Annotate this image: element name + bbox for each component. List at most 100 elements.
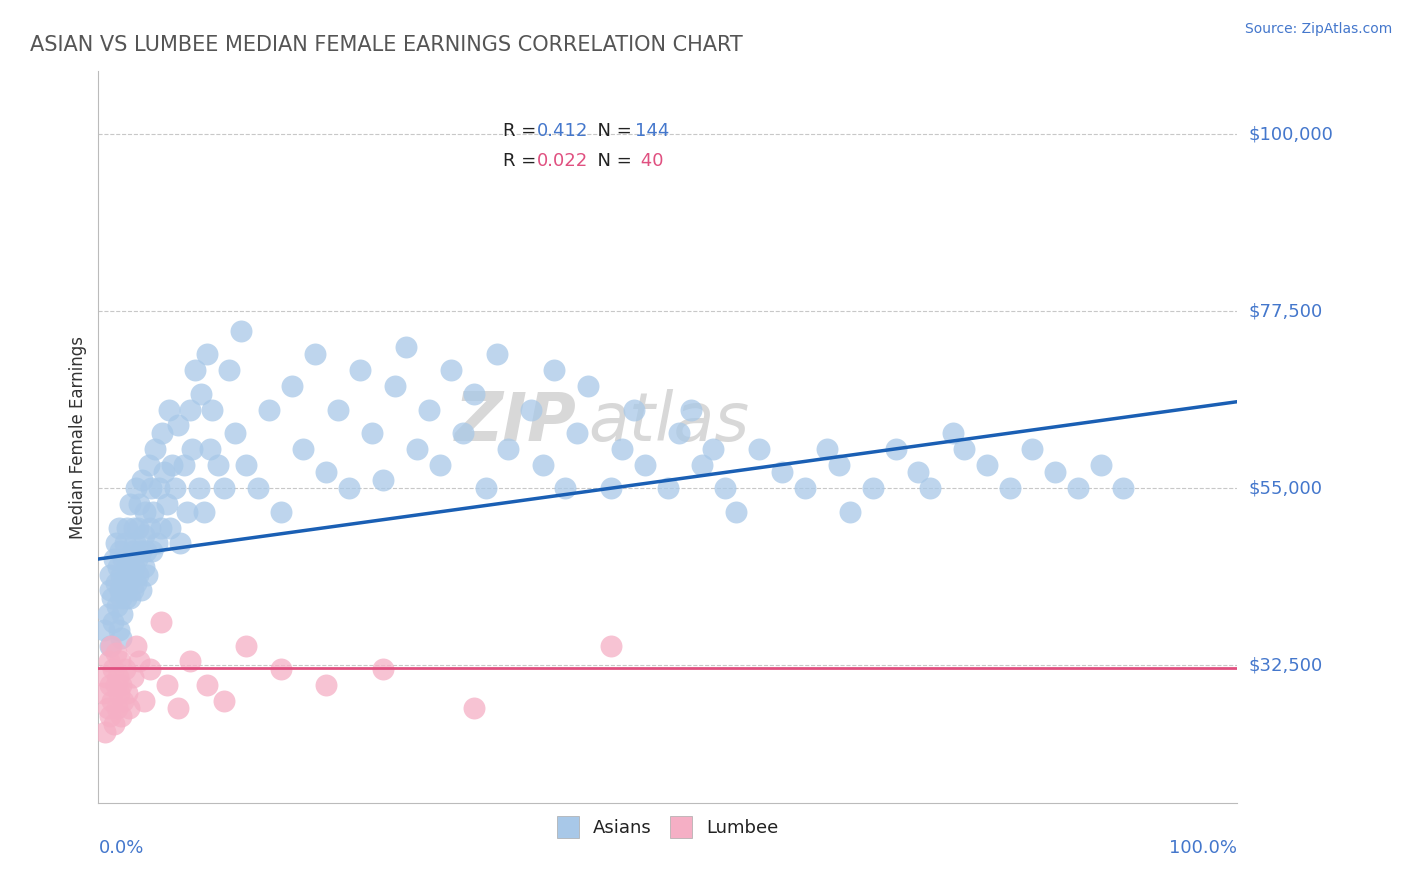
Point: [942, 426, 965, 441]
Point: [150, 615, 173, 629]
Point: [167, 701, 190, 715]
Text: 0.022: 0.022: [537, 152, 588, 169]
Point: [229, 324, 252, 338]
Point: [131, 473, 153, 487]
Point: [121, 583, 143, 598]
Point: [98, 678, 121, 692]
Text: R =: R =: [503, 152, 541, 169]
Point: [125, 481, 148, 495]
Point: [998, 481, 1021, 495]
Point: [103, 662, 125, 676]
Point: [110, 678, 132, 692]
Point: [349, 363, 371, 377]
Point: [145, 536, 167, 550]
Point: [100, 639, 122, 653]
Point: [138, 458, 160, 472]
Point: [748, 442, 770, 456]
Point: [110, 567, 132, 582]
Point: [127, 552, 149, 566]
Point: [576, 379, 599, 393]
Point: [281, 379, 304, 393]
Point: [839, 505, 862, 519]
Point: [132, 528, 155, 542]
Point: [107, 559, 129, 574]
Point: [110, 709, 132, 723]
Point: [145, 442, 167, 456]
Point: [702, 442, 724, 456]
Point: [326, 402, 349, 417]
Text: $32,500: $32,500: [1249, 657, 1323, 674]
Point: [104, 536, 127, 550]
Point: [107, 670, 129, 684]
Point: [114, 536, 136, 550]
Text: R =: R =: [503, 122, 541, 140]
Point: [440, 363, 463, 377]
Point: [531, 458, 554, 472]
Point: [115, 559, 138, 574]
Point: [96, 670, 118, 684]
Point: [815, 442, 838, 456]
Point: [150, 426, 173, 441]
Point: [371, 662, 394, 676]
Point: [184, 363, 207, 377]
Text: 0.0%: 0.0%: [98, 839, 143, 857]
Point: [198, 442, 221, 456]
Point: [108, 654, 131, 668]
Point: [121, 670, 143, 684]
Point: [132, 559, 155, 574]
Point: [623, 402, 645, 417]
Point: [429, 458, 451, 472]
Point: [101, 591, 124, 606]
Text: 40: 40: [636, 152, 664, 169]
Point: [121, 544, 143, 558]
Point: [156, 678, 179, 692]
Point: [103, 717, 125, 731]
Point: [270, 662, 292, 676]
Point: [884, 442, 907, 456]
Point: [554, 481, 576, 495]
Point: [218, 363, 240, 377]
Point: [157, 402, 180, 417]
Point: [668, 426, 690, 441]
Point: [179, 654, 201, 668]
Text: $77,500: $77,500: [1249, 302, 1323, 320]
Point: [270, 505, 292, 519]
Point: [138, 520, 160, 534]
Point: [235, 639, 257, 653]
Point: [953, 442, 976, 456]
Point: [212, 693, 235, 707]
Point: [714, 481, 737, 495]
Point: [384, 379, 406, 393]
Point: [153, 466, 176, 480]
Point: [142, 505, 165, 519]
Point: [120, 497, 142, 511]
Point: [679, 402, 702, 417]
Point: [167, 418, 190, 433]
Text: ASIAN VS LUMBEE MEDIAN FEMALE EARNINGS CORRELATION CHART: ASIAN VS LUMBEE MEDIAN FEMALE EARNINGS C…: [30, 35, 742, 54]
Point: [163, 481, 186, 495]
Point: [156, 497, 179, 511]
Point: [101, 693, 124, 707]
Point: [120, 567, 142, 582]
Point: [128, 654, 150, 668]
Point: [793, 481, 815, 495]
Point: [103, 615, 125, 629]
Point: [543, 363, 565, 377]
Point: [96, 701, 118, 715]
Point: [127, 567, 149, 582]
Point: [112, 693, 135, 707]
Point: [371, 473, 394, 487]
Text: 0.412: 0.412: [537, 122, 588, 140]
Point: [259, 402, 281, 417]
Point: [337, 481, 360, 495]
Point: [135, 544, 157, 558]
Point: [173, 458, 195, 472]
Point: [634, 458, 657, 472]
Point: [108, 583, 131, 598]
Point: [108, 623, 131, 637]
Point: [115, 520, 138, 534]
Point: [127, 520, 149, 534]
Point: [97, 654, 120, 668]
Point: [451, 426, 474, 441]
Point: [498, 442, 520, 456]
